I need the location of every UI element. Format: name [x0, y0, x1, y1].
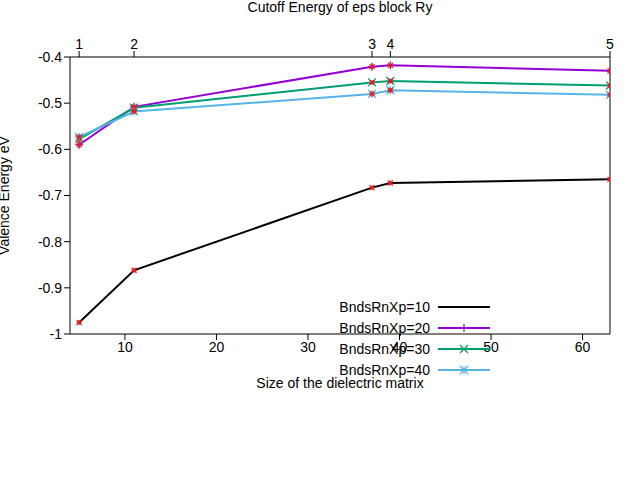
svg-text:3: 3: [368, 36, 376, 52]
svg-text:-1: -1: [50, 326, 63, 342]
svg-text:-0.9: -0.9: [38, 280, 62, 296]
svg-text:4: 4: [386, 36, 394, 52]
svg-text:-0.7: -0.7: [38, 187, 62, 203]
svg-text:30: 30: [300, 339, 316, 355]
svg-text:10: 10: [117, 339, 133, 355]
svg-text:60: 60: [575, 339, 591, 355]
svg-text:-0.5: -0.5: [38, 95, 62, 111]
svg-text:5: 5: [606, 36, 614, 52]
svg-text:Valence Energy eV: Valence Energy eV: [8, 135, 12, 254]
svg-text:Cutoff Energy of eps block Ry: Cutoff Energy of eps block Ry: [248, 0, 433, 15]
svg-text:-0.4: -0.4: [38, 49, 62, 65]
svg-text:-0.8: -0.8: [38, 234, 62, 250]
svg-text:1: 1: [75, 36, 83, 52]
svg-text:40: 40: [392, 339, 408, 355]
svg-text:2: 2: [130, 36, 138, 52]
svg-text:Size of the dielectric matrix: Size of the dielectric matrix: [256, 375, 423, 391]
svg-text:20: 20: [209, 339, 225, 355]
svg-text:50: 50: [483, 339, 499, 355]
svg-text:-0.6: -0.6: [38, 141, 62, 157]
